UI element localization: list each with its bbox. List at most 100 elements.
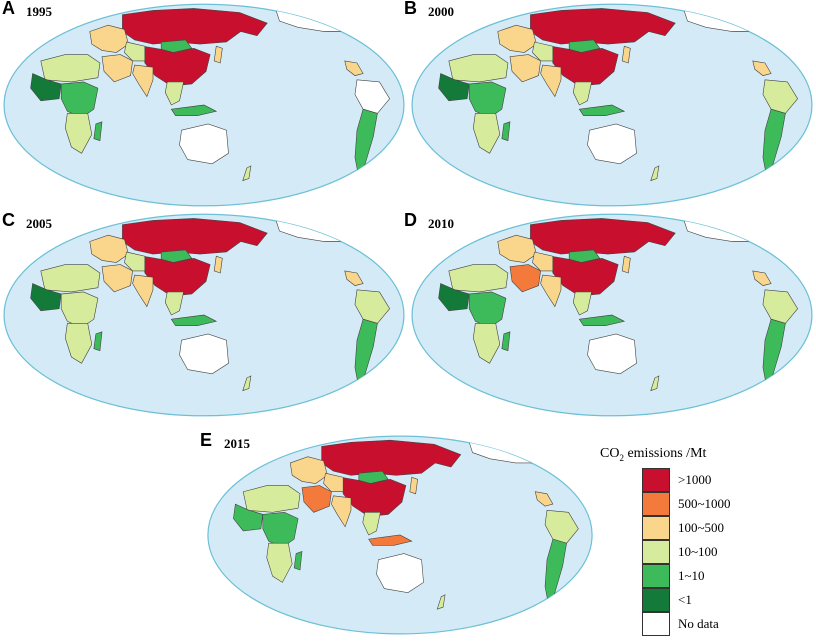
- panel-letter: D: [404, 210, 417, 230]
- region-russia: [530, 218, 676, 255]
- region-japan: [621, 255, 631, 274]
- region-seasia: [164, 81, 184, 106]
- region-nz: [650, 375, 660, 392]
- region-india: [540, 64, 562, 98]
- legend-swatch: [642, 492, 670, 516]
- region-indonesia: [170, 314, 218, 326]
- region-europe: [289, 456, 328, 484]
- region-centralasia: [124, 251, 146, 272]
- region-indonesia: [170, 104, 218, 116]
- legend-label: 1~10: [678, 568, 705, 583]
- region-camerica: [344, 60, 364, 76]
- legend-item: 100~500: [642, 516, 732, 540]
- region-mideast: [101, 54, 133, 83]
- region-russia: [122, 218, 268, 255]
- region-africaW: [233, 503, 264, 532]
- region-indonesia: [368, 534, 413, 546]
- region-greenland: [568, 437, 589, 453]
- region-africaN: [40, 264, 101, 293]
- region-indonesia: [578, 314, 626, 326]
- legend-label: <1: [678, 592, 692, 607]
- region-greenland: [787, 5, 809, 22]
- panel-year: 2015: [224, 436, 250, 451]
- map-panel-b: B 2000: [404, 0, 816, 210]
- legend-swatch: [642, 516, 670, 540]
- region-russia: [530, 8, 676, 45]
- panel-letter: C: [2, 210, 15, 230]
- legend-item: No data: [642, 612, 732, 636]
- panel-year: 1995: [26, 4, 52, 19]
- region-africaS: [64, 113, 93, 154]
- map-panel-a: A 1995: [0, 0, 408, 210]
- region-centralasia: [532, 41, 554, 62]
- map-panel-d: D 2010: [404, 210, 816, 420]
- region-africaS: [472, 113, 501, 154]
- region-africaW: [438, 283, 470, 312]
- region-australia: [587, 123, 637, 165]
- legend-title-prefix: CO: [600, 446, 620, 461]
- region-russia: [122, 8, 268, 45]
- legend-item: 1~10: [642, 564, 732, 588]
- region-europe: [89, 234, 129, 263]
- region-japan: [409, 476, 418, 495]
- region-india: [132, 64, 154, 98]
- region-australia: [587, 333, 637, 375]
- region-mideast: [301, 485, 332, 513]
- region-greenland: [787, 215, 809, 232]
- legend-item: 10~100: [642, 540, 732, 564]
- region-madagascar: [501, 121, 511, 142]
- map-panel-c: C 2005: [0, 210, 408, 420]
- panel-year: 2000: [428, 4, 454, 19]
- legend-label: 100~500: [678, 520, 725, 535]
- panel-year: 2010: [428, 216, 454, 231]
- panel-letter: B: [404, 0, 417, 18]
- legend-label: No data: [678, 616, 719, 631]
- region-camerica: [534, 491, 554, 507]
- region-nz: [436, 594, 446, 610]
- region-seasia: [572, 291, 592, 316]
- panel-letter: A: [2, 0, 15, 18]
- region-russia: [321, 439, 462, 476]
- region-africaN: [448, 264, 509, 293]
- map-panel-e: E 2015: [200, 430, 596, 638]
- region-africaN: [40, 54, 101, 83]
- region-australia: [179, 123, 229, 165]
- region-centralasia: [323, 472, 344, 493]
- legend-title: CO2 emissions /Mt: [600, 446, 706, 463]
- region-europe: [497, 234, 537, 263]
- region-greenland: [379, 215, 401, 232]
- region-japan: [213, 45, 223, 64]
- region-seasia: [362, 512, 381, 536]
- region-mideast: [509, 264, 541, 293]
- region-europe: [497, 24, 537, 53]
- region-europe: [89, 24, 129, 53]
- region-madagascar: [501, 331, 511, 352]
- region-seasia: [164, 291, 184, 316]
- region-india: [132, 274, 154, 308]
- region-japan: [213, 255, 223, 274]
- legend-label: >1000: [678, 472, 712, 487]
- legend-item: <1: [642, 588, 732, 612]
- legend-item: 500~1000: [642, 492, 732, 516]
- world-map-2000: [411, 3, 813, 207]
- region-japan: [621, 45, 631, 64]
- region-africaS: [472, 323, 501, 364]
- legend-swatch: [642, 540, 670, 564]
- region-centralasia: [532, 251, 554, 272]
- region-india: [540, 274, 562, 308]
- legend-label: 500~1000: [678, 496, 731, 511]
- region-seasia: [572, 81, 592, 106]
- region-camerica: [344, 270, 364, 286]
- world-map-2015: [207, 435, 593, 635]
- legend-swatch: [642, 588, 670, 612]
- region-australia: [179, 333, 229, 375]
- legend-swatch: [642, 612, 670, 636]
- legend-swatch: [642, 564, 670, 588]
- region-nz: [242, 375, 252, 392]
- region-nz: [242, 165, 252, 182]
- legend-item: >1000: [642, 468, 732, 492]
- world-map-2010: [411, 213, 813, 417]
- region-madagascar: [293, 551, 303, 571]
- region-camerica: [752, 60, 772, 76]
- panel-year: 2005: [26, 216, 52, 231]
